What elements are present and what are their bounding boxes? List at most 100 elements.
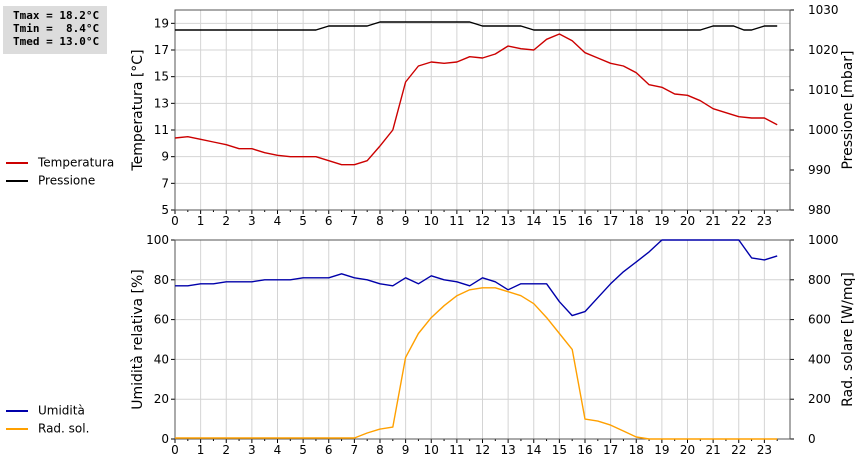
series-line-umidit- <box>175 239 778 317</box>
y2-tick-label: 1030 <box>808 3 839 17</box>
legend-swatch-radsol <box>6 427 28 430</box>
x-tick-label: 18 <box>629 443 644 457</box>
y-tick-label: 15 <box>154 70 169 84</box>
x-tick-label: 2 <box>222 443 230 457</box>
x-tick-label: 10 <box>424 214 439 228</box>
y-tick-label: 11 <box>154 123 169 137</box>
legend-top: Temperatura Pressione <box>6 153 114 189</box>
x-tick-label: 8 <box>376 443 384 457</box>
x-tick-label: 12 <box>475 214 490 228</box>
stats-box: Tmax = 18.2°C Tmin = 8.4°C Tmed = 13.0°C <box>3 6 107 54</box>
legend-swatch-umidita <box>6 409 28 412</box>
x-tick-label: 22 <box>731 443 746 457</box>
x-tick-label: 0 <box>171 214 179 228</box>
y2-tick-label: 980 <box>808 203 831 217</box>
legend-item-temperatura: Temperatura <box>6 153 114 171</box>
legend-lower: Umidità Rad. sol. <box>6 401 89 437</box>
legend-label-radsol: Rad. sol. <box>38 421 90 436</box>
y-tick-label: 60 <box>154 313 169 327</box>
y-tick-label: 100 <box>146 233 169 247</box>
y2-tick-label: 200 <box>808 392 831 406</box>
x-tick-label: 6 <box>325 443 333 457</box>
y2-tick-label: 1000 <box>808 233 839 247</box>
y-tick-label: 20 <box>154 392 169 406</box>
x-tick-label: 15 <box>552 443 567 457</box>
x-tick-label: 5 <box>299 214 307 228</box>
x-tick-label: 12 <box>475 443 490 457</box>
legend-swatch-temperatura <box>6 161 28 164</box>
y-axis-title: Temperatura [°C] <box>130 49 146 171</box>
legend-item-pressione: Pressione <box>6 171 114 189</box>
x-tick-label: 20 <box>680 214 695 228</box>
x-tick-label: 13 <box>500 443 515 457</box>
x-tick-label: 19 <box>654 443 669 457</box>
y2-tick-label: 800 <box>808 273 831 287</box>
x-tick-label: 9 <box>402 214 410 228</box>
legend-swatch-pressione <box>6 179 28 182</box>
x-tick-label: 11 <box>449 443 464 457</box>
x-tick-label: 14 <box>526 443 541 457</box>
x-tick-label: 1 <box>197 443 205 457</box>
x-tick-label: 22 <box>731 214 746 228</box>
x-tick-label: 23 <box>757 214 772 228</box>
y-tick-label: 17 <box>154 43 169 57</box>
x-tick-label: 23 <box>757 443 772 457</box>
x-tick-label: 10 <box>424 443 439 457</box>
y-tick-label: 9 <box>161 150 169 164</box>
x-tick-label: 11 <box>449 214 464 228</box>
y2-tick-label: 0 <box>808 432 816 446</box>
series-line-pressione <box>175 21 778 31</box>
y-axis-title: Umidità relativa [%] <box>130 269 146 410</box>
x-tick-label: 3 <box>248 443 256 457</box>
x-tick-label: 7 <box>351 214 359 228</box>
y-tick-label: 5 <box>161 203 169 217</box>
y2-tick-label: 600 <box>808 313 831 327</box>
x-tick-label: 3 <box>248 214 256 228</box>
x-tick-label: 9 <box>402 443 410 457</box>
y2-axis-title: Pressione [mbar] <box>840 50 856 169</box>
y-tick-label: 13 <box>154 96 169 110</box>
y2-tick-label: 1020 <box>808 43 839 57</box>
plot-frame <box>174 239 791 440</box>
x-tick-label: 8 <box>376 214 384 228</box>
x-tick-label: 19 <box>654 214 669 228</box>
x-tick-label: 5 <box>299 443 307 457</box>
plot-frame <box>174 9 791 211</box>
legend-label-temperatura: Temperatura <box>38 155 115 170</box>
x-tick-label: 18 <box>629 214 644 228</box>
y2-tick-label: 1010 <box>808 83 839 97</box>
x-tick-label: 21 <box>705 214 720 228</box>
y2-tick-label: 400 <box>808 352 831 366</box>
y2-tick-label: 990 <box>808 163 831 177</box>
y2-axis-title: Rad. solare [W/mq] <box>840 272 856 407</box>
series-line-rad-sol- <box>175 287 778 440</box>
x-tick-label: 7 <box>351 443 359 457</box>
x-tick-label: 14 <box>526 214 541 228</box>
x-tick-label: 17 <box>603 443 618 457</box>
tmed-text: Tmed = 13.0°C <box>13 35 100 48</box>
y-tick-label: 40 <box>154 352 169 366</box>
x-tick-label: 17 <box>603 214 618 228</box>
x-tick-label: 1 <box>197 214 205 228</box>
series-line-temperatura <box>174 33 778 166</box>
x-tick-label: 2 <box>222 214 230 228</box>
x-tick-label: 15 <box>552 214 567 228</box>
tmin-text: Tmin = 8.4°C <box>13 22 100 35</box>
x-tick-label: 21 <box>705 443 720 457</box>
legend-item-umidita: Umidità <box>6 401 89 419</box>
legend-label-umidita: Umidità <box>38 403 85 418</box>
legend-label-pressione: Pressione <box>38 173 96 188</box>
x-tick-label: 13 <box>500 214 515 228</box>
y-tick-label: 19 <box>154 16 169 30</box>
y-tick-label: 0 <box>161 432 169 446</box>
y2-tick-label: 1000 <box>808 123 839 137</box>
legend-item-radsol: Rad. sol. <box>6 419 89 437</box>
x-tick-label: 4 <box>274 214 282 228</box>
x-tick-label: 16 <box>577 443 592 457</box>
x-tick-label: 6 <box>325 214 333 228</box>
x-tick-label: 4 <box>274 443 282 457</box>
y-tick-label: 80 <box>154 273 169 287</box>
x-tick-label: 20 <box>680 443 695 457</box>
tmax-text: Tmax = 18.2°C <box>13 9 100 22</box>
